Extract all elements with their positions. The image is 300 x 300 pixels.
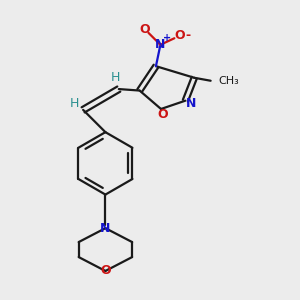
Text: O: O xyxy=(157,108,168,121)
Text: +: + xyxy=(163,33,171,43)
Text: N: N xyxy=(155,38,166,51)
Text: H: H xyxy=(111,71,121,84)
Text: N: N xyxy=(185,97,196,110)
Text: CH₃: CH₃ xyxy=(218,76,239,86)
Text: H: H xyxy=(70,97,80,110)
Text: -: - xyxy=(185,29,190,42)
Text: O: O xyxy=(174,29,185,42)
Text: N: N xyxy=(100,222,111,235)
Text: O: O xyxy=(140,23,150,36)
Text: O: O xyxy=(100,265,111,278)
